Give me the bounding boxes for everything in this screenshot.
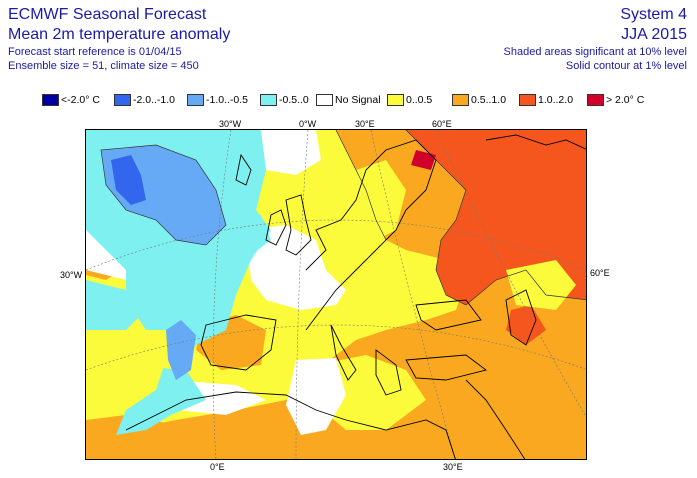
legend-item: -0.5..0 [260, 93, 309, 107]
legend-swatch [519, 94, 536, 106]
legend-label: 0..0.5 [406, 94, 433, 106]
contour-line [405, 130, 586, 306]
coastline-britain [285, 194, 312, 256]
lon-label-0-top: 0°W [299, 119, 317, 129]
region-weak-positive-scandinavia [356, 160, 406, 240]
legend-item: <-2.0° C [42, 93, 100, 107]
legend-swatch [260, 94, 277, 106]
coastline-europe [305, 139, 437, 331]
graticule [86, 130, 586, 459]
region-very-strong-warm [411, 150, 436, 170]
legend-item: 0.5..1.0 [452, 93, 506, 107]
significance-note: Shaded areas significant at 10% level [503, 46, 687, 58]
legend-label: 0.5..1.0 [471, 94, 507, 106]
region-strong-cool [111, 155, 146, 205]
coastline-caspian [505, 289, 537, 346]
coastline-turkey [405, 354, 488, 381]
legend-swatch [452, 94, 469, 106]
system-label: System 4 [620, 6, 687, 23]
region-no-signal-west [246, 225, 346, 310]
legend-label: -0.5..0 [279, 94, 309, 106]
lon-label-30w-top: 30°W [219, 119, 242, 129]
legend-swatch [187, 94, 204, 106]
lat-label-right: 60°E [590, 268, 610, 278]
legend-item: 1.0..2.0 [519, 93, 573, 107]
coastlines [125, 134, 586, 459]
region-no-signal-north [261, 130, 321, 175]
coastline-arctic [485, 134, 586, 150]
coastline-ireland [265, 209, 287, 246]
legend-label: -1.0..-0.5 [206, 94, 249, 106]
region-slight-cool-west [86, 280, 146, 330]
legend-swatch [42, 94, 59, 106]
legend-label: > 2.0° C [606, 94, 645, 106]
lat-label-left: 30°W [60, 270, 83, 280]
legend-label: -2.0..-1.0 [133, 94, 176, 106]
season-label: JJA 2015 [621, 26, 687, 43]
region-weak-positive-black-sea [506, 260, 576, 310]
coastline-levant [465, 379, 526, 459]
lon-label-60e-top: 60°E [432, 119, 452, 129]
coastline-iberia [200, 314, 277, 371]
legend-item: -2.0..-1.0 [114, 93, 175, 107]
coastline-iceland [235, 153, 252, 186]
coastline-north-africa [125, 391, 456, 459]
coastline-italy [330, 324, 357, 381]
coastline-black-sea [415, 299, 482, 331]
contour-line [335, 130, 387, 241]
title-line-2: Mean 2m temperature anomaly [8, 26, 231, 43]
parallel-line [86, 324, 586, 371]
significance-contours [100, 130, 586, 306]
legend-label: No Signal [335, 94, 381, 106]
region-weak-positive-mediterranean [316, 355, 426, 430]
forecast-start-info: Forecast start reference is 01/04/15 [8, 46, 182, 58]
legend-item: No Signal [316, 93, 381, 107]
legend-label: 1.0..2.0 [538, 94, 574, 106]
contour-note: Solid contour at 1% level [565, 60, 687, 72]
legend-swatch [587, 94, 604, 106]
region-no-signal-central-med [286, 358, 346, 435]
legend-swatch [114, 94, 131, 106]
anomaly-map [85, 129, 587, 460]
legend-item: 0..0.5 [387, 93, 432, 107]
ensemble-size-info: Ensemble size = 51, climate size = 450 [8, 60, 199, 72]
map-canvas [86, 130, 586, 459]
lon-label-0e-bottom: 0°E [210, 462, 225, 472]
contour-line [100, 144, 227, 246]
legend-item: > 2.0° C [587, 93, 644, 107]
legend-label: <-2.0° C [61, 94, 100, 106]
lon-label-30e-top: 30°E [355, 119, 375, 129]
title-line-1: ECMWF Seasonal Forecast [8, 6, 207, 23]
region-slight-cool-biscay [236, 215, 271, 255]
legend-item: -1.0..-0.5 [187, 93, 248, 107]
legend-swatch [387, 94, 404, 106]
meridian-line [435, 130, 586, 418]
coastline-greece [375, 349, 402, 396]
region-strong-warm-russia [406, 130, 586, 305]
parallel-line [86, 219, 586, 271]
region-moderate-cool-south [166, 320, 196, 380]
header: ECMWF Seasonal Forecast Mean 2m temperat… [0, 0, 697, 80]
region-strong-warm-caspian [506, 305, 546, 345]
lon-label-30e-bottom: 30°E [443, 462, 463, 472]
legend-swatch [316, 94, 333, 106]
